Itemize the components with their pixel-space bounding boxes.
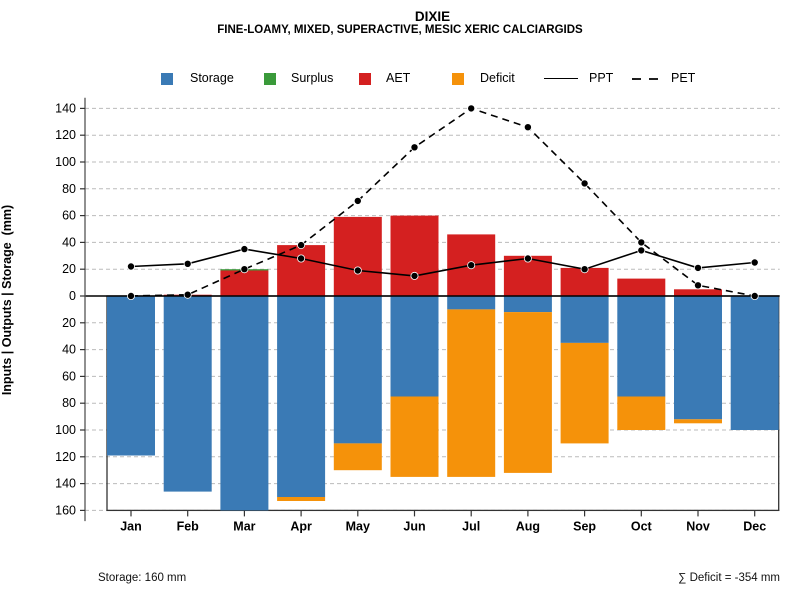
svg-text:Mar: Mar bbox=[233, 519, 255, 533]
svg-text:Jun: Jun bbox=[403, 519, 425, 533]
svg-text:160: 160 bbox=[55, 503, 76, 517]
svg-text:Dec: Dec bbox=[743, 519, 766, 533]
svg-text:60: 60 bbox=[62, 369, 76, 383]
svg-text:140: 140 bbox=[55, 101, 76, 115]
svg-text:Sep: Sep bbox=[573, 519, 596, 533]
svg-text:60: 60 bbox=[62, 209, 76, 223]
svg-text:Jul: Jul bbox=[462, 519, 480, 533]
svg-text:100: 100 bbox=[55, 423, 76, 437]
svg-text:Nov: Nov bbox=[686, 519, 710, 533]
svg-text:Jan: Jan bbox=[120, 519, 142, 533]
svg-text:80: 80 bbox=[62, 396, 76, 410]
svg-text:May: May bbox=[346, 519, 370, 533]
svg-text:Oct: Oct bbox=[631, 519, 653, 533]
svg-text:120: 120 bbox=[55, 450, 76, 464]
svg-text:40: 40 bbox=[62, 235, 76, 249]
svg-text:20: 20 bbox=[62, 262, 76, 276]
svg-text:140: 140 bbox=[55, 477, 76, 491]
svg-text:Apr: Apr bbox=[290, 519, 312, 533]
svg-text:20: 20 bbox=[62, 316, 76, 330]
svg-text:100: 100 bbox=[55, 155, 76, 169]
svg-text:Aug: Aug bbox=[516, 519, 540, 533]
svg-text:Feb: Feb bbox=[177, 519, 200, 533]
svg-text:80: 80 bbox=[62, 182, 76, 196]
svg-text:40: 40 bbox=[62, 343, 76, 357]
svg-text:120: 120 bbox=[55, 128, 76, 142]
svg-text:0: 0 bbox=[69, 289, 76, 303]
